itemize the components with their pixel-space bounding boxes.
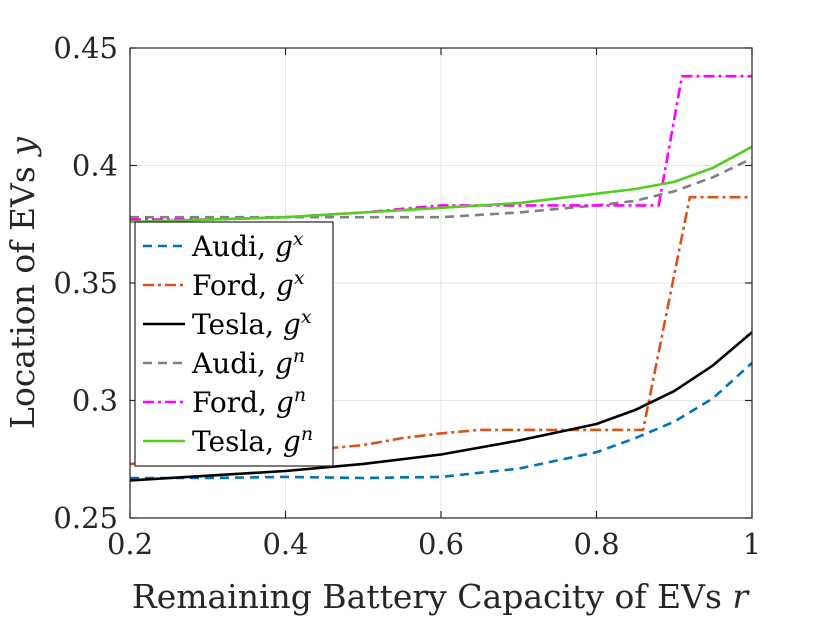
series-line-3 bbox=[130, 157, 753, 219]
x-tick-label-4: 1 bbox=[743, 527, 761, 561]
x-tick-label-0: 0.2 bbox=[107, 527, 153, 561]
legend-label-4: Ford, gn bbox=[192, 384, 306, 419]
y-tick-label-0: 0.25 bbox=[53, 501, 118, 535]
legend-label-3: Audi, gn bbox=[191, 345, 305, 380]
series-line-5 bbox=[129, 145, 753, 224]
axes bbox=[129, 47, 753, 519]
x-axis-label: Remaining Battery Capacity of EVs r bbox=[132, 577, 751, 616]
y-tick-label-3: 0.4 bbox=[72, 149, 118, 183]
legend: Audi, gx Ford, gx Tesla, gx Audi, gn Ford, g… bbox=[134, 221, 334, 467]
x-tick-label-1: 0.4 bbox=[262, 527, 308, 561]
legend-label-5: Tesla, gn bbox=[192, 423, 313, 458]
y-tick-label-4: 0.45 bbox=[53, 31, 118, 65]
x-tick-label-2: 0.6 bbox=[418, 527, 464, 561]
y-axis-label-var: y bbox=[3, 137, 42, 158]
y-tick-label-2: 0.35 bbox=[53, 266, 118, 300]
y-axis-label-text: Location of EVs bbox=[3, 156, 42, 429]
x-axis-label-var: r bbox=[732, 577, 750, 616]
x-axis-label-text: Remaining Battery Capacity of EVs bbox=[132, 577, 733, 616]
legend-box bbox=[134, 221, 334, 467]
legend-label-1: Ford, gx bbox=[192, 267, 305, 302]
y-tick-label-1: 0.3 bbox=[72, 384, 118, 418]
tick-labels: 0.2 0.4 0.6 0.8 1 0.25 0.3 0.35 0.4 0.45 bbox=[53, 31, 761, 561]
series-line-2 bbox=[129, 331, 753, 482]
legend-label-0: Audi, gx bbox=[191, 228, 304, 263]
legend-label-2: Tesla, gx bbox=[192, 306, 312, 341]
y-axis-label: Location of EVs y bbox=[3, 137, 42, 429]
x-tick-label-3: 0.8 bbox=[573, 527, 619, 561]
